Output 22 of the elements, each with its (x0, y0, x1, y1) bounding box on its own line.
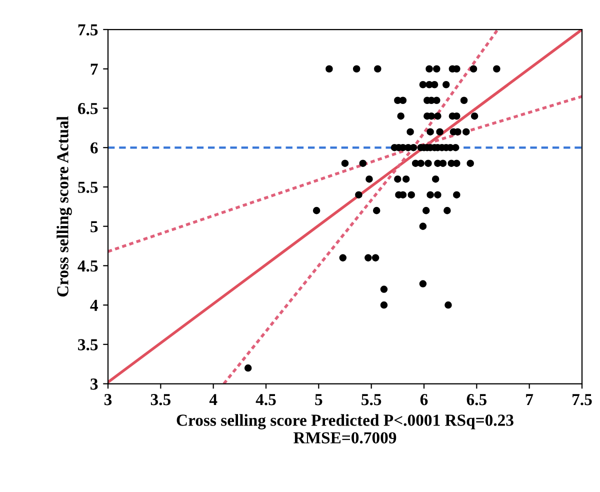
y-tick-label: 5 (90, 221, 98, 232)
x-tick-label: 4.5 (256, 394, 276, 406)
y-tick-label: 6 (90, 142, 98, 154)
y-tick-label: 3.5 (78, 339, 98, 350)
y-tick-label: 7 (90, 64, 98, 75)
x-tick-label: 6 (420, 394, 428, 406)
x-tick-label: 7 (526, 394, 534, 406)
y-tick-label: 4 (90, 300, 98, 311)
x-tick-label: 5 (315, 394, 322, 406)
y-axis-title: Cross selling score Actual (56, 116, 72, 296)
x-tick-label: 4 (209, 394, 218, 406)
y-tick-label: 6.5 (78, 102, 98, 114)
x-tick-label: 3 (104, 394, 112, 406)
x-tick-label: 7.5 (572, 394, 592, 406)
x-tick-label: 6.5 (466, 394, 486, 406)
y-tick-label: 5.5 (78, 182, 98, 193)
y-tick-label: 4.5 (78, 260, 98, 272)
y-tick-label: 3 (90, 378, 98, 390)
x-tick-label: 5.5 (362, 394, 382, 406)
x-axis-title: Cross selling score Predicted P<.0001 RSq=0.23 RMSE=0.7009 (176, 414, 514, 444)
y-tick-label: 7.5 (78, 24, 98, 36)
x-tick-label: 3.5 (150, 394, 170, 406)
